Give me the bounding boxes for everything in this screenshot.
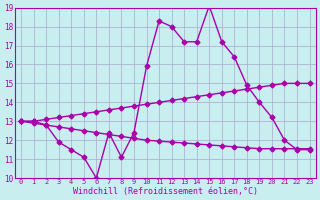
X-axis label: Windchill (Refroidissement éolien,°C): Windchill (Refroidissement éolien,°C) bbox=[73, 187, 258, 196]
